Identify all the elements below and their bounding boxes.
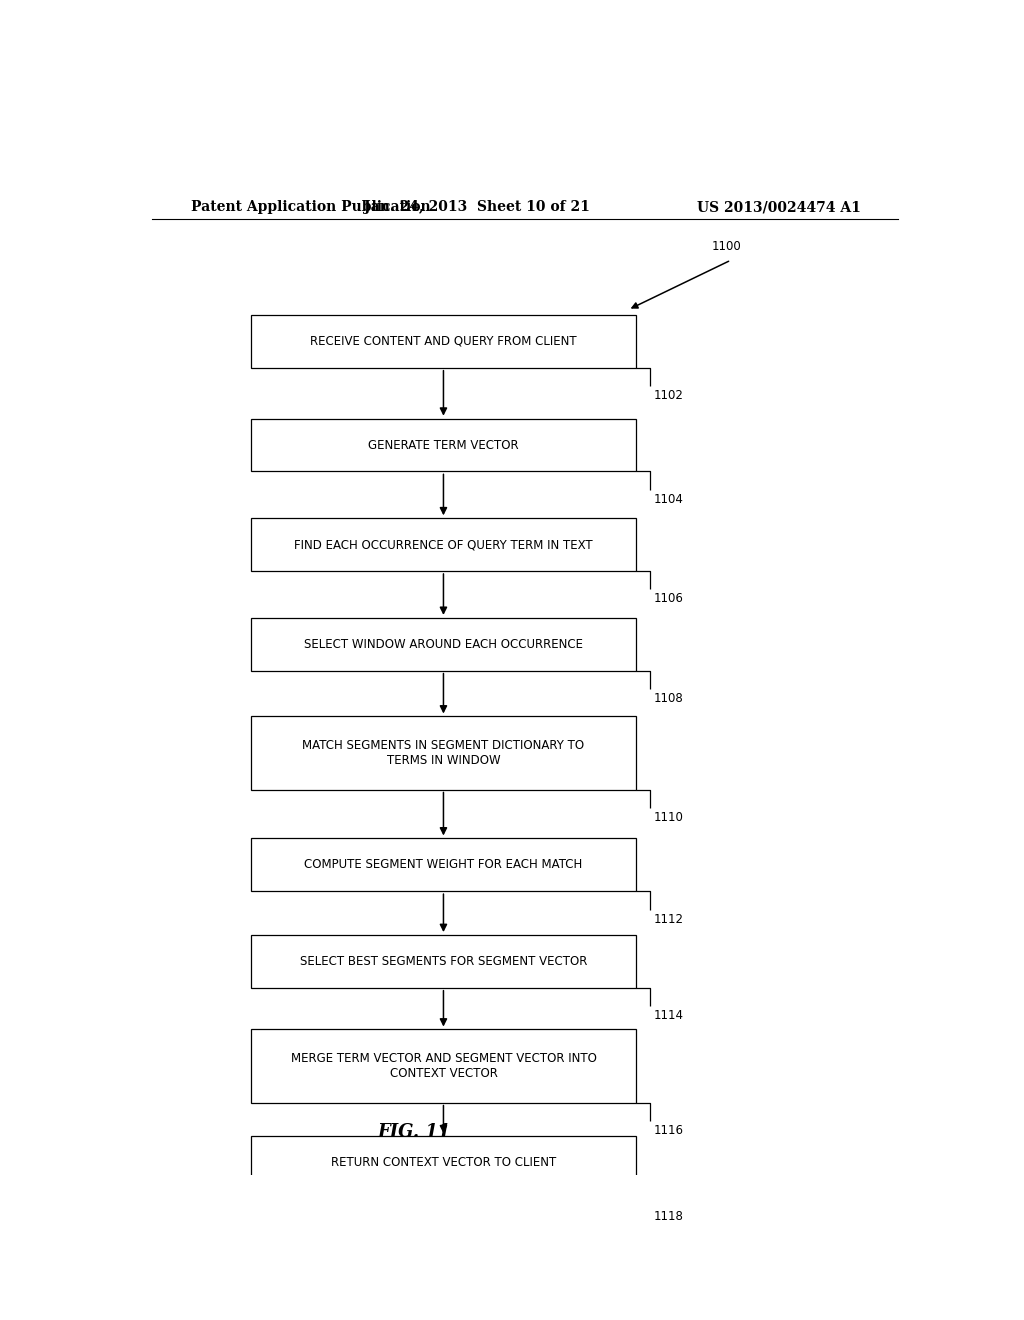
Text: Patent Application Publication: Patent Application Publication (191, 201, 431, 214)
Bar (251, 1030, 636, 1102)
Text: MERGE TERM VECTOR AND SEGMENT VECTOR INTO
CONTEXT VECTOR: MERGE TERM VECTOR AND SEGMENT VECTOR INT… (291, 1052, 596, 1080)
Bar (251, 618, 636, 671)
Bar (251, 418, 636, 471)
Text: RETURN CONTEXT VECTOR TO CLIENT: RETURN CONTEXT VECTOR TO CLIENT (331, 1156, 556, 1170)
Text: 1112: 1112 (654, 912, 684, 925)
Bar (251, 315, 636, 368)
Text: 1106: 1106 (654, 593, 684, 606)
Text: SELECT BEST SEGMENTS FOR SEGMENT VECTOR: SELECT BEST SEGMENTS FOR SEGMENT VECTOR (300, 954, 587, 968)
Text: 1118: 1118 (654, 1210, 684, 1224)
Bar (251, 935, 636, 987)
Text: MATCH SEGMENTS IN SEGMENT DICTIONARY TO
TERMS IN WINDOW: MATCH SEGMENTS IN SEGMENT DICTIONARY TO … (302, 739, 585, 767)
Text: RECEIVE CONTENT AND QUERY FROM CLIENT: RECEIVE CONTENT AND QUERY FROM CLIENT (310, 335, 577, 348)
Text: 1104: 1104 (654, 492, 684, 506)
Bar (251, 1137, 636, 1189)
Text: 1108: 1108 (654, 692, 684, 705)
Text: SELECT WINDOW AROUND EACH OCCURRENCE: SELECT WINDOW AROUND EACH OCCURRENCE (304, 638, 583, 651)
Text: 1110: 1110 (654, 810, 684, 824)
Text: 1114: 1114 (654, 1008, 684, 1022)
Text: GENERATE TERM VECTOR: GENERATE TERM VECTOR (369, 438, 519, 451)
Text: FIG. 11: FIG. 11 (377, 1123, 451, 1140)
Bar (251, 519, 636, 572)
Text: 1102: 1102 (654, 389, 684, 403)
Text: Jan. 24, 2013  Sheet 10 of 21: Jan. 24, 2013 Sheet 10 of 21 (365, 201, 590, 214)
Text: FIND EACH OCCURRENCE OF QUERY TERM IN TEXT: FIND EACH OCCURRENCE OF QUERY TERM IN TE… (294, 539, 593, 552)
Text: 1116: 1116 (654, 1125, 684, 1137)
Text: 1100: 1100 (712, 240, 741, 253)
Bar (251, 838, 636, 891)
Text: US 2013/0024474 A1: US 2013/0024474 A1 (696, 201, 861, 214)
Bar (251, 717, 636, 789)
Text: COMPUTE SEGMENT WEIGHT FOR EACH MATCH: COMPUTE SEGMENT WEIGHT FOR EACH MATCH (304, 858, 583, 871)
